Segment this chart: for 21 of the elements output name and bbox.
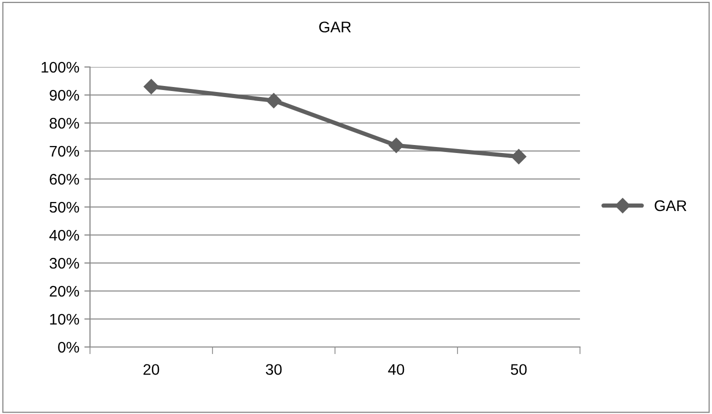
y-tick-label: 20% bbox=[50, 286, 80, 297]
y-tick-label: 80% bbox=[50, 118, 80, 129]
y-tick-label: 10% bbox=[50, 314, 80, 325]
y-tick-label: 70% bbox=[50, 146, 80, 157]
legend-label: GAR bbox=[654, 200, 686, 212]
x-tick-label: 40 bbox=[388, 364, 404, 375]
x-tick-label: 50 bbox=[510, 364, 527, 375]
y-tick-label: 100% bbox=[42, 62, 80, 73]
y-tick-label: 50% bbox=[50, 202, 80, 213]
point bbox=[266, 93, 282, 108]
y-tick-label: 60% bbox=[50, 174, 80, 185]
x-tick-label: 30 bbox=[266, 364, 282, 375]
chart-title: GAR bbox=[319, 22, 351, 32]
point bbox=[388, 138, 404, 153]
point bbox=[144, 79, 159, 94]
x-tick-label: 20 bbox=[144, 364, 160, 375]
y-tick-label: 0% bbox=[58, 342, 80, 353]
point bbox=[511, 149, 526, 164]
y-tick-label: 90% bbox=[50, 90, 80, 101]
y-tick-label: 40% bbox=[49, 230, 80, 241]
y-tick-label: 30% bbox=[50, 258, 80, 269]
